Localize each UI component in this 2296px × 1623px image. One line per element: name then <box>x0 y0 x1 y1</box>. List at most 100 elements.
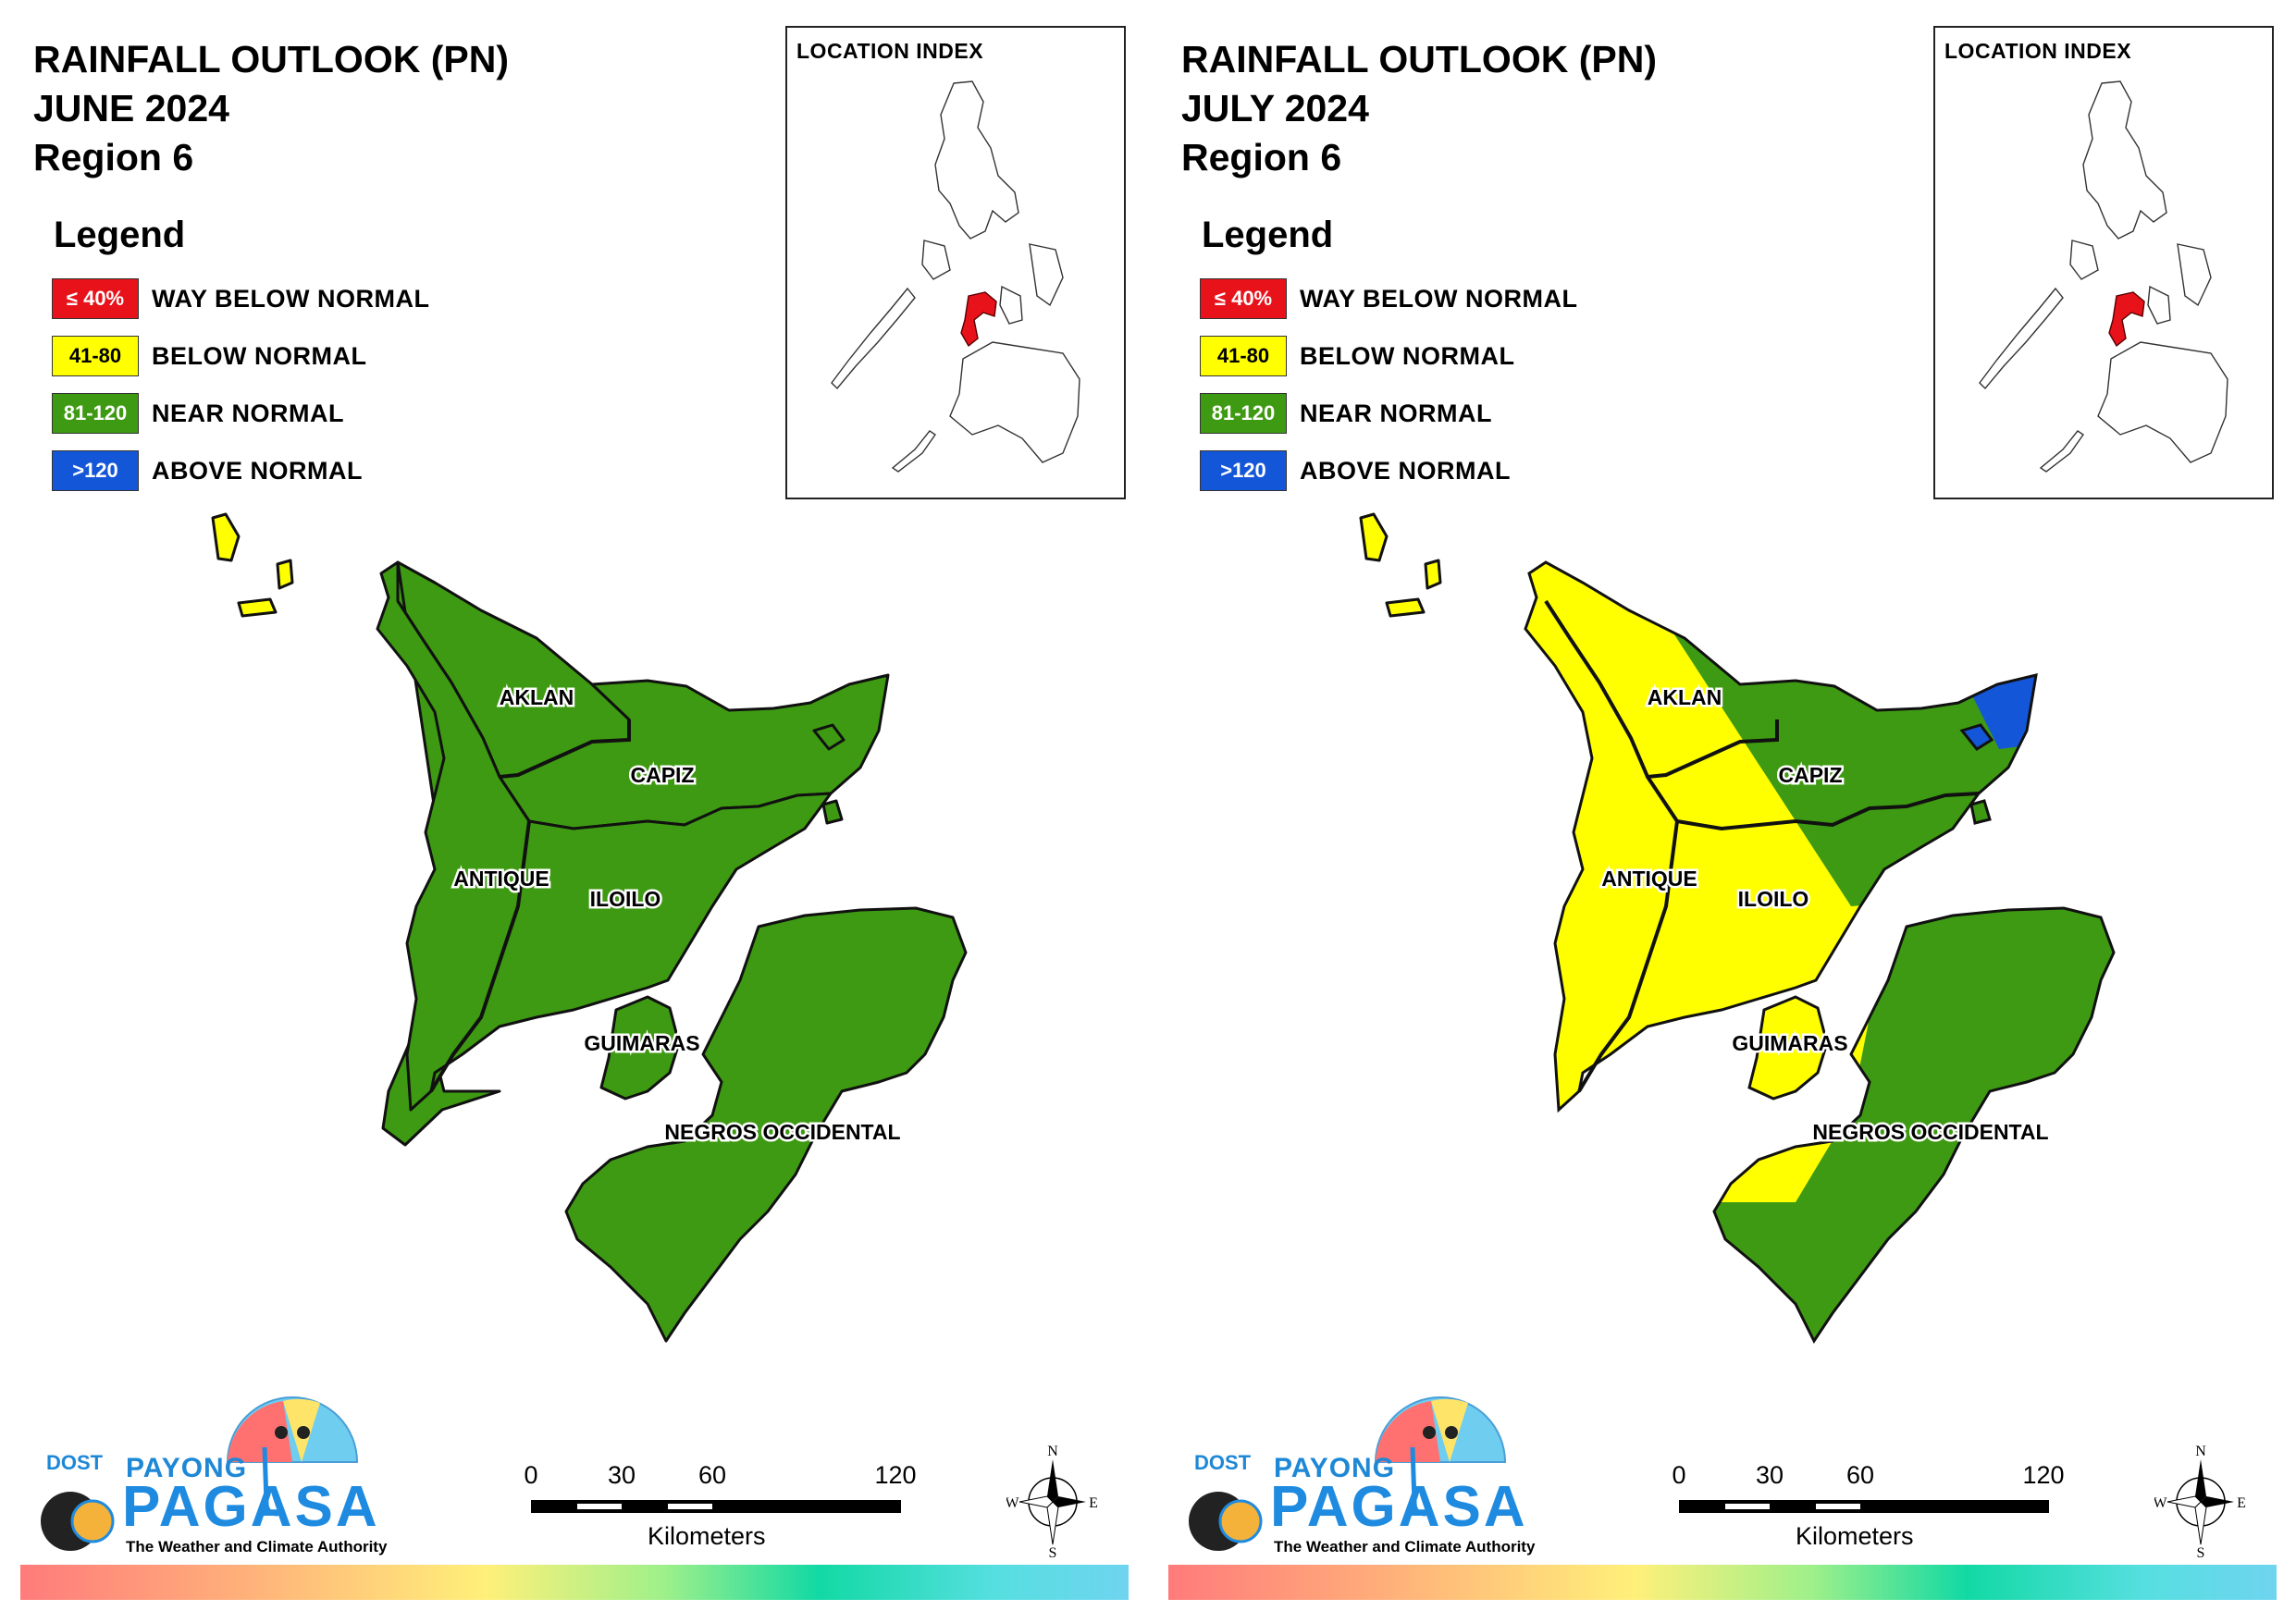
label-aklan: AKLAN <box>1648 685 1722 709</box>
island-caluya-2 <box>276 559 294 590</box>
legend-label-above: ABOVE NORMAL <box>152 456 363 485</box>
label-antique: ANTIQUE <box>453 867 549 891</box>
luzon-island <box>2082 80 2167 240</box>
logo-tagline: The Weather and Climate Authority <box>1274 1538 1536 1555</box>
title-line-2: JUNE 2024 <box>33 87 229 129</box>
map-title: RAINFALL OUTLOOK (PN) JULY 2024 Region 6 <box>1181 35 1657 182</box>
scale-bar-segments <box>531 1500 901 1513</box>
legend-label-way-below: WAY BELOW NORMAL <box>1300 284 1578 313</box>
region-6-highlight <box>2108 291 2145 348</box>
label-negros-occidental: NEGROS OCCIDENTAL <box>1812 1120 2048 1144</box>
scale-tick-60: 60 <box>1845 1461 1875 1489</box>
compass-e: E <box>2237 1495 2246 1511</box>
scale-tick-120: 120 <box>874 1461 917 1489</box>
legend-swatch-below: 41-80 <box>52 336 139 376</box>
label-iloilo: ILOILO <box>590 887 661 911</box>
title-line-1: RAINFALL OUTLOOK (PN) <box>33 38 509 80</box>
umbrella-logo-graphic <box>1189 1396 1507 1551</box>
logo-payong-text: PAYONG <box>126 1453 248 1483</box>
mindoro-island <box>921 240 951 280</box>
island-caluya-1 <box>211 512 241 562</box>
label-iloilo: ILOILO <box>1738 887 1809 911</box>
legend-label-way-below: WAY BELOW NORMAL <box>152 284 430 313</box>
label-capiz: CAPIZ <box>631 763 695 787</box>
province-guimaras <box>1747 995 1829 1100</box>
samar-leyte <box>2177 243 2212 307</box>
philippines-outline-map <box>1979 80 2228 473</box>
compass-s: S <box>1049 1545 1057 1561</box>
island-caluya-1 <box>1359 512 1389 562</box>
label-guimaras: GUIMARAS <box>584 1031 699 1055</box>
legend-row-way-below: ≤ 40% WAY BELOW NORMAL <box>52 277 430 321</box>
title-line-3: Region 6 <box>1181 136 1342 178</box>
compass-n: N <box>2195 1444 2206 1459</box>
outlook-panel-july: RAINFALL OUTLOOK (PN) JULY 2024 Region 6… <box>1148 0 2296 1623</box>
province-guimaras <box>599 995 681 1100</box>
compass-e: E <box>1089 1495 1098 1511</box>
scale-tick-30: 30 <box>1755 1461 1784 1489</box>
title-line-3: Region 6 <box>33 136 194 178</box>
legend-swatch-way-below: ≤ 40% <box>52 278 139 319</box>
luzon-island <box>934 80 1019 240</box>
legend: Legend ≤ 40% WAY BELOW NORMAL 41-80 BELO… <box>1200 215 1578 506</box>
scale-tick-30: 30 <box>607 1461 636 1489</box>
compass-w: W <box>1006 1495 1019 1511</box>
inset-title: LOCATION INDEX <box>1944 39 2132 63</box>
island-panay-outline <box>1524 560 2038 1113</box>
legend-row-above: >120 ABOVE NORMAL <box>52 449 430 493</box>
legend-title: Legend <box>1202 215 1334 255</box>
legend-row-below: 41-80 BELOW NORMAL <box>1200 334 1578 378</box>
title-line-2: JULY 2024 <box>1181 87 1369 129</box>
legend-label-below: BELOW NORMAL <box>152 341 367 370</box>
label-antique: ANTIQUE <box>1601 867 1697 891</box>
palawan-island <box>1979 287 2064 390</box>
scale-tick-120: 120 <box>2022 1461 2065 1489</box>
visayas-islands <box>2147 285 2171 325</box>
region-6-highlight <box>960 291 997 348</box>
gradient-footer-bar <box>1168 1565 2277 1600</box>
north-arrow-compass-icon: N S W E <box>1006 1444 1098 1561</box>
boundary-aklan-capiz <box>499 719 631 779</box>
region-6-map: AKLAN CAPIZ ANTIQUE ILOILO GUIMARAS NEGR… <box>211 512 968 1343</box>
gradient-footer-bar <box>20 1565 1129 1600</box>
logo-dost-text: DOST <box>1194 1451 1252 1474</box>
province-antique-body <box>376 560 531 1112</box>
scale-tick-0: 0 <box>524 1461 538 1489</box>
boundary-aklan-antique <box>1544 599 1679 823</box>
north-arrow-compass-icon: N S W E <box>2154 1444 2246 1561</box>
visayas-islands <box>999 285 1023 325</box>
mindoro-island <box>2069 240 2099 280</box>
compass-w: W <box>2154 1495 2167 1511</box>
mindanao-island <box>949 341 1080 463</box>
compass-n: N <box>1047 1444 1058 1459</box>
scale-unit: Kilometers <box>648 1522 766 1550</box>
mindanao-island <box>2097 341 2228 463</box>
legend-swatch-below: 41-80 <box>1200 336 1287 376</box>
logo-tagline: The Weather and Climate Authority <box>126 1538 388 1555</box>
label-aklan: AKLAN <box>500 685 574 709</box>
palawan-island <box>831 287 916 390</box>
legend-row-above: >120 ABOVE NORMAL <box>1200 449 1578 493</box>
payong-pagasa-logo: DOST PAYONG PAGASA The Weather and Clima… <box>33 1392 403 1563</box>
logo-pagasa-text: PAGASA <box>122 1475 380 1539</box>
scale-tick-60: 60 <box>697 1461 727 1489</box>
label-capiz: CAPIZ <box>1779 763 1843 787</box>
island-panay-east <box>812 723 846 751</box>
map-title: RAINFALL OUTLOOK (PN) JUNE 2024 Region 6 <box>33 35 509 182</box>
title-line-1: RAINFALL OUTLOOK (PN) <box>1181 38 1657 80</box>
legend-row-near: 81-120 NEAR NORMAL <box>52 391 430 436</box>
island-caluya-2 <box>1424 559 1442 590</box>
boundary-aklan-capiz <box>1647 719 1779 779</box>
boundary-antique <box>429 820 531 1093</box>
province-negros-occidental <box>564 906 968 1343</box>
island-gigantes <box>821 799 844 825</box>
legend-label-above: ABOVE NORMAL <box>1300 456 1511 485</box>
philippines-outline-map <box>831 80 1080 473</box>
legend-label-near: NEAR NORMAL <box>1300 399 1492 427</box>
location-index-inset: LOCATION INDEX <box>1933 26 2274 499</box>
legend-row-below: 41-80 BELOW NORMAL <box>52 334 430 378</box>
umbrella-logo-graphic <box>41 1396 359 1551</box>
samar-leyte <box>1029 243 1064 307</box>
legend: Legend ≤ 40% WAY BELOW NORMAL 41-80 BELO… <box>52 215 430 506</box>
legend-row-way-below: ≤ 40% WAY BELOW NORMAL <box>1200 277 1578 321</box>
